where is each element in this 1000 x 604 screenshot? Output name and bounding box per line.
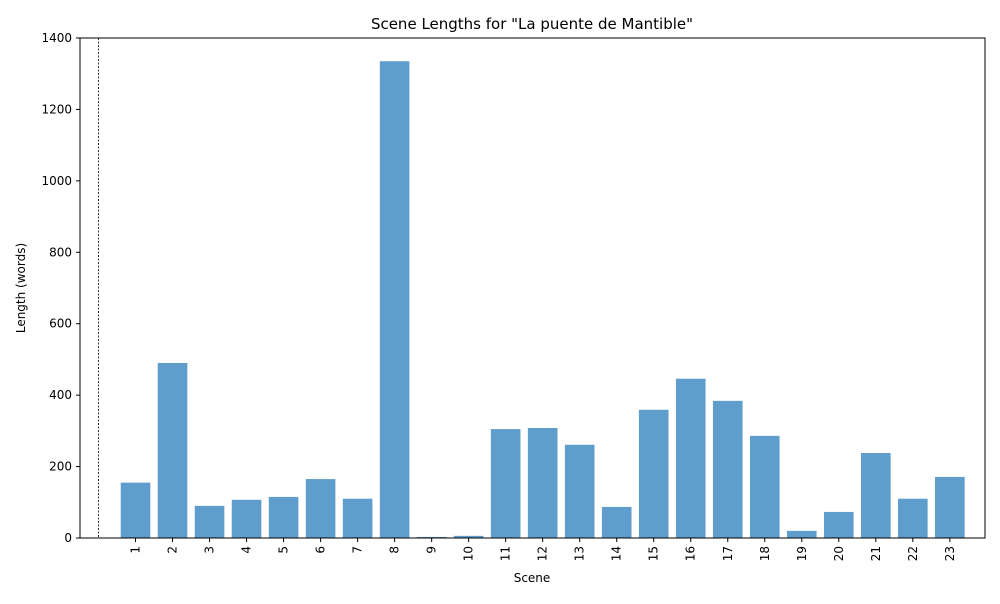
bar-scene-16: [675, 378, 706, 538]
x-tick-label: 7: [351, 546, 365, 554]
x-tick-label: 2: [166, 546, 180, 554]
x-tick-label: 21: [869, 546, 883, 561]
x-tick-label: 3: [203, 546, 217, 554]
y-axis-label: Length (words): [14, 243, 28, 333]
bar-scene-17: [712, 400, 743, 538]
x-tick-label: 8: [388, 546, 402, 554]
x-tick-label: 4: [240, 546, 254, 554]
bar-scene-13: [564, 444, 595, 538]
x-tick-label: 22: [906, 546, 920, 561]
x-tick-label: 9: [425, 546, 439, 554]
y-tick-label: 1000: [41, 174, 72, 188]
bar-scene-8: [379, 61, 410, 538]
x-tick-label: 11: [499, 546, 513, 561]
x-tick-label: 17: [721, 546, 735, 561]
bar-scene-5: [268, 496, 299, 538]
x-tick-label: 20: [832, 546, 846, 561]
bar-scene-19: [786, 530, 817, 538]
x-tick-label: 5: [277, 546, 291, 554]
bar-scene-21: [861, 453, 891, 538]
bar-scene-18: [749, 435, 780, 538]
bar-scene-23: [935, 476, 965, 538]
x-tick-label: 18: [758, 546, 772, 561]
x-tick-label: 12: [536, 546, 550, 561]
bar-scene-1: [120, 482, 151, 538]
bar-scene-2: [157, 363, 188, 538]
bar-scene-7: [342, 498, 373, 538]
y-tick-label: 800: [49, 245, 72, 259]
bar-scene-12: [527, 428, 558, 538]
bar-scene-22: [898, 498, 928, 538]
x-tick-label: 10: [462, 546, 476, 561]
bar-scene-9: [416, 536, 447, 538]
x-tick-label: 13: [573, 546, 587, 561]
chart-title: Scene Lengths for "La puente de Mantible…: [371, 15, 693, 33]
y-tick-label: 0: [64, 531, 72, 545]
x-tick-label: 14: [610, 546, 624, 561]
x-tick-label: 16: [684, 546, 698, 561]
bar-scene-6: [305, 479, 336, 538]
bar-scene-11: [490, 429, 521, 538]
plot-frame: [79, 37, 986, 539]
y-tick-label: 1400: [41, 31, 72, 45]
bar-scene-10: [453, 535, 484, 538]
bar-scene-14: [601, 506, 632, 538]
bar-scene-20: [823, 511, 854, 538]
x-axis-label: Scene: [514, 571, 551, 585]
y-tick-label: 600: [49, 317, 72, 331]
bar-scene-4: [231, 499, 262, 538]
y-tick-label: 400: [49, 388, 72, 402]
x-tick-label: 6: [314, 546, 328, 554]
bar-scene-3: [194, 505, 225, 538]
bar-scene-15: [638, 409, 669, 538]
x-tick-label: 23: [943, 546, 957, 561]
y-tick-label: 200: [49, 460, 72, 474]
x-tick-label: 15: [647, 546, 661, 561]
y-tick-label: 1200: [41, 102, 72, 116]
x-tick-label: 19: [795, 546, 809, 561]
x-tick-label: 1: [129, 546, 143, 554]
